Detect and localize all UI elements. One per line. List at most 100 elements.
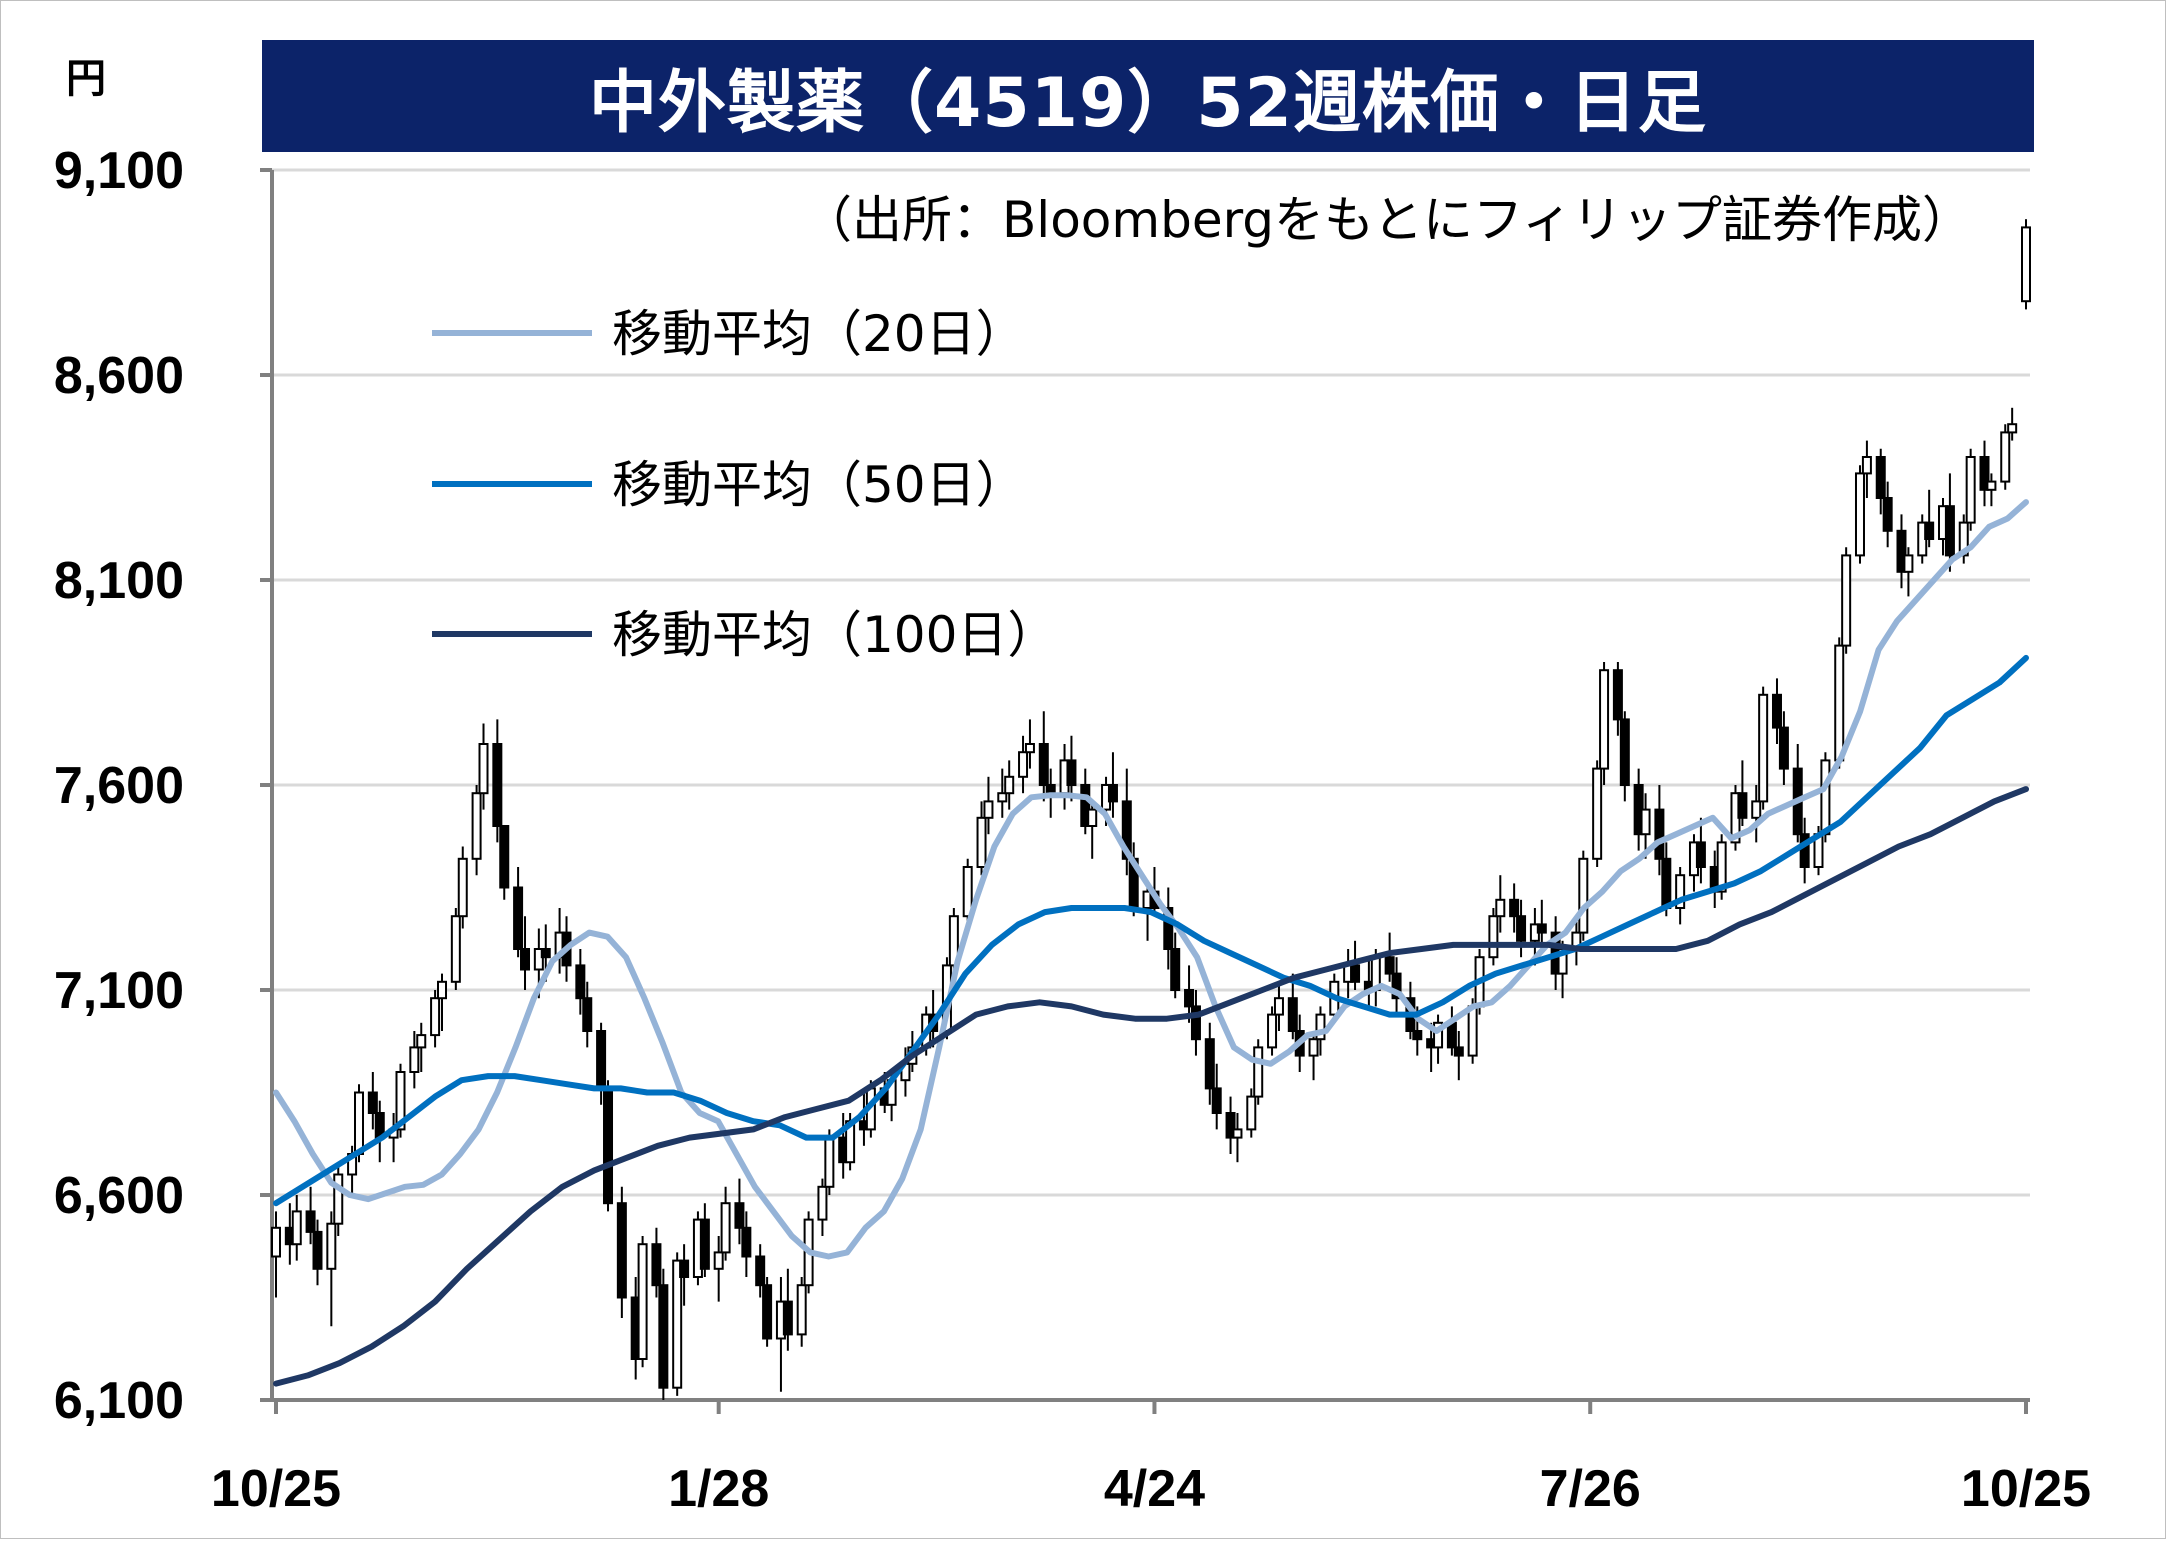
candle-body — [395, 1071, 406, 1131]
candle-body — [1979, 456, 1990, 491]
candle-body — [997, 792, 1008, 803]
candle — [1986, 473, 1997, 507]
candle-body — [409, 1046, 420, 1074]
candle — [2007, 407, 2018, 441]
legend-label: 移動平均（100日） — [612, 606, 1057, 664]
candle — [2021, 219, 2031, 310]
candle-body — [976, 816, 987, 868]
candle — [1107, 752, 1118, 818]
candle — [1350, 940, 1361, 990]
candle — [1391, 957, 1402, 1015]
candle-body — [1592, 767, 1603, 860]
candle-body — [1799, 833, 1810, 869]
candle — [1190, 990, 1201, 1056]
candle — [1965, 448, 1976, 531]
candle — [603, 1080, 614, 1212]
candle — [1771, 678, 1782, 744]
candle-body — [1675, 874, 1686, 910]
candle-body — [291, 1210, 302, 1246]
candle-body — [1446, 1021, 1457, 1049]
candle-body — [499, 825, 510, 889]
candle — [1903, 547, 1914, 597]
candle-body — [1758, 693, 1769, 803]
candle-body — [354, 1091, 365, 1155]
candle-body — [782, 1300, 793, 1336]
candle — [409, 1031, 420, 1089]
candle — [1792, 744, 1803, 843]
candle — [1495, 875, 1506, 933]
candle — [1204, 1022, 1215, 1105]
candle-body — [1986, 480, 1997, 491]
candle-body — [1107, 784, 1118, 803]
candle-body — [734, 1202, 745, 1229]
candle-body — [651, 1243, 662, 1287]
candle — [1308, 1031, 1319, 1081]
candle — [582, 981, 593, 1048]
candle — [1979, 440, 1990, 507]
candle — [291, 1195, 302, 1261]
candle-body — [658, 1284, 669, 1389]
candle-body — [720, 1202, 731, 1254]
candle — [720, 1186, 731, 1261]
candle — [1384, 932, 1395, 982]
candle — [1163, 887, 1174, 970]
grid-lines — [272, 168, 2030, 1197]
candle-body — [1875, 456, 1886, 499]
candle — [1778, 711, 1789, 785]
candle — [1038, 711, 1049, 802]
candle — [679, 1244, 690, 1306]
legend-label: 移動平均（20日） — [612, 305, 1026, 363]
candle-body — [1287, 997, 1298, 1033]
candle — [1232, 1113, 1243, 1163]
candle-body — [983, 800, 994, 819]
candle — [1758, 686, 1769, 810]
candle — [1225, 1096, 1236, 1154]
candle — [326, 1211, 337, 1327]
y-tick-label: 9,100 — [54, 142, 184, 200]
x-tick-label: 4/24 — [1104, 1460, 1205, 1518]
candle — [699, 1203, 710, 1277]
candle-body — [1045, 784, 1056, 795]
candle-body — [520, 948, 531, 971]
candle — [1751, 785, 1762, 843]
candle — [734, 1178, 745, 1245]
candle — [1170, 932, 1181, 999]
candle-body — [457, 857, 468, 918]
candle-body — [1903, 554, 1914, 573]
candle-body — [1273, 997, 1284, 1016]
candle-body — [699, 1218, 710, 1270]
candle-body — [575, 964, 586, 1000]
candle — [1924, 489, 1935, 548]
candle-body — [1087, 808, 1098, 827]
candle-body — [326, 1222, 337, 1270]
candle — [367, 1072, 378, 1130]
candle-body — [1861, 456, 1872, 475]
candle-body — [1232, 1128, 1243, 1139]
candle-body — [1654, 808, 1665, 860]
candle-body — [1350, 964, 1361, 983]
candle-body — [1751, 800, 1762, 819]
candle-body — [616, 1202, 627, 1299]
candle-body — [513, 886, 524, 950]
candle-body — [582, 997, 593, 1033]
title-bar: 中外製薬（4519）52週株価・日足 — [262, 40, 2034, 152]
candle — [976, 801, 987, 876]
x-tick-label: 10/25 — [1961, 1460, 2091, 1518]
candle-body — [533, 948, 544, 971]
candle — [450, 908, 461, 990]
candle-body — [1599, 669, 1610, 770]
candle — [513, 867, 524, 958]
candle — [1433, 1014, 1444, 1064]
candle — [1121, 768, 1132, 876]
candle — [1246, 1088, 1257, 1138]
candle — [333, 1162, 344, 1236]
y-tick-label: 8,100 — [54, 552, 184, 610]
candle-body — [1412, 1030, 1423, 1041]
candle — [713, 1236, 724, 1302]
candle-body — [679, 1259, 690, 1278]
candle-body — [2000, 431, 2011, 483]
candle-body — [1184, 989, 1195, 1008]
y-tick-label: 6,600 — [54, 1167, 184, 1225]
axes — [260, 168, 2030, 1414]
